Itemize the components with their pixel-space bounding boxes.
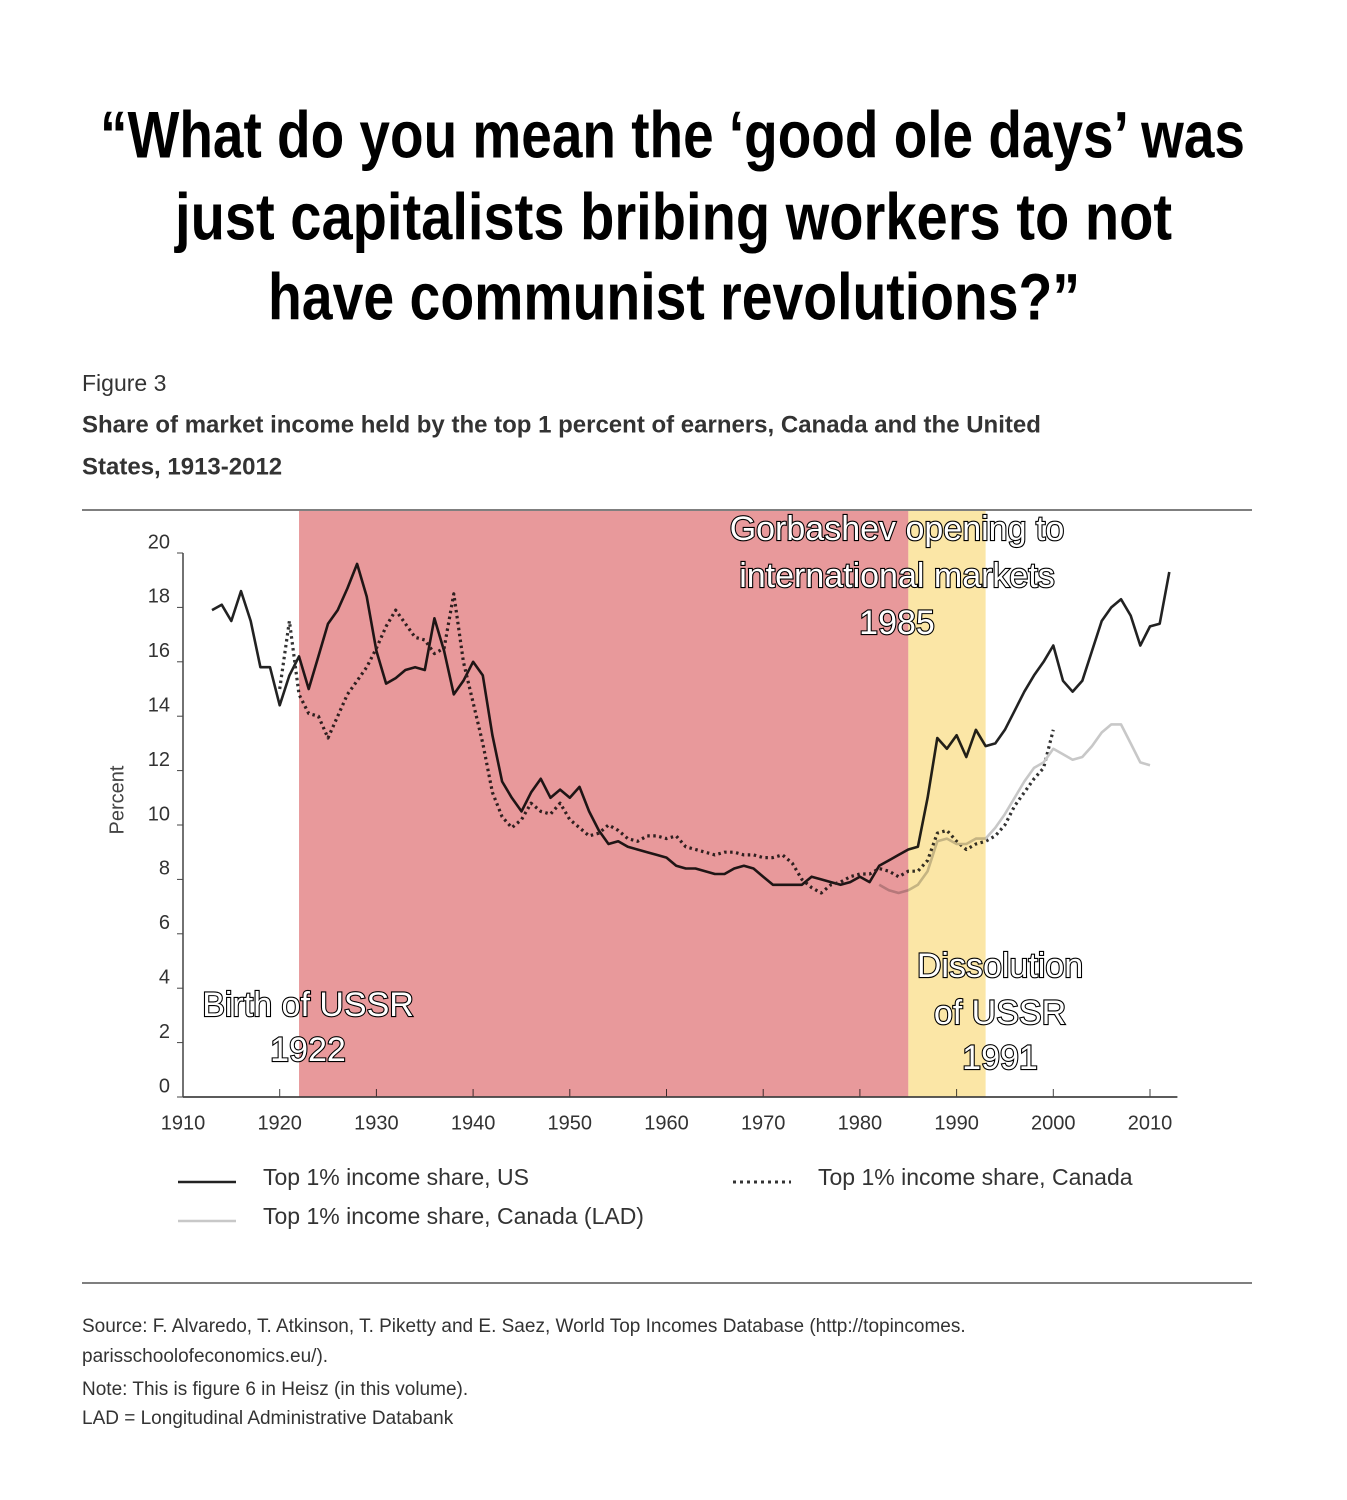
annotation: 1922 bbox=[270, 1031, 346, 1069]
annotation: of USSR bbox=[934, 994, 1066, 1032]
y-axis-label: Percent bbox=[106, 765, 128, 834]
shaded-region bbox=[299, 511, 909, 1097]
y-tick-label: 6 bbox=[159, 912, 170, 934]
annotation: 1991 bbox=[962, 1039, 1038, 1077]
y-tick-label: 12 bbox=[148, 749, 170, 771]
shaded-region bbox=[908, 511, 986, 1097]
legend-label: Top 1% income share, Canada bbox=[818, 1164, 1133, 1190]
x-tick-label: 2000 bbox=[1031, 1112, 1076, 1134]
annotation: international markets bbox=[739, 557, 1055, 595]
x-tick-label: 1930 bbox=[354, 1112, 399, 1134]
x-tick-label: 1920 bbox=[257, 1112, 302, 1134]
annotation: Gorbashev opening to bbox=[730, 510, 1065, 548]
headline: “What do you mean the ‘good ole days’ wa… bbox=[100, 97, 1245, 171]
y-tick-label: 10 bbox=[148, 803, 170, 825]
y-tick-label: 16 bbox=[148, 640, 170, 662]
y-tick-label: 2 bbox=[159, 1021, 170, 1043]
y-tick-label: 20 bbox=[148, 531, 170, 553]
annotation: Birth of USSR bbox=[202, 986, 414, 1024]
x-tick-label: 1960 bbox=[644, 1112, 689, 1134]
chart-title: States, 1913-2012 bbox=[82, 453, 282, 480]
annotation: 1985 bbox=[859, 604, 935, 642]
y-tick-label: 0 bbox=[159, 1075, 170, 1097]
x-tick-label: 1980 bbox=[838, 1112, 883, 1134]
x-tick-label: 1910 bbox=[161, 1112, 206, 1134]
headline: just capitalists bribing workers to not bbox=[173, 179, 1172, 253]
x-tick-label: 1940 bbox=[451, 1112, 496, 1134]
legend-label: Top 1% income share, Canada (LAD) bbox=[263, 1203, 644, 1229]
x-tick-label: 1970 bbox=[741, 1112, 786, 1134]
source-note: Note: This is figure 6 in Heisz (in this… bbox=[82, 1379, 468, 1400]
source-note: LAD = Longitudinal Administrative Databa… bbox=[82, 1408, 454, 1429]
source-note: parisschoolofeconomics.eu/). bbox=[82, 1346, 328, 1367]
y-tick-label: 4 bbox=[159, 966, 170, 988]
y-tick-label: 14 bbox=[148, 694, 170, 716]
figure-label: Figure 3 bbox=[82, 370, 166, 396]
y-tick-label: 18 bbox=[148, 586, 170, 608]
x-tick-label: 1950 bbox=[548, 1112, 593, 1134]
legend-label: Top 1% income share, US bbox=[263, 1164, 529, 1190]
x-tick-label: 1990 bbox=[934, 1112, 979, 1134]
x-tick-label: 2010 bbox=[1128, 1112, 1173, 1134]
annotation: Dissolution bbox=[917, 947, 1083, 985]
headline: have communist revolutions?” bbox=[268, 259, 1080, 333]
y-tick-label: 8 bbox=[159, 858, 170, 880]
chart-title: Share of market income held by the top 1… bbox=[82, 411, 1041, 438]
source-note: Source: F. Alvaredo, T. Atkinson, T. Pik… bbox=[82, 1316, 966, 1337]
